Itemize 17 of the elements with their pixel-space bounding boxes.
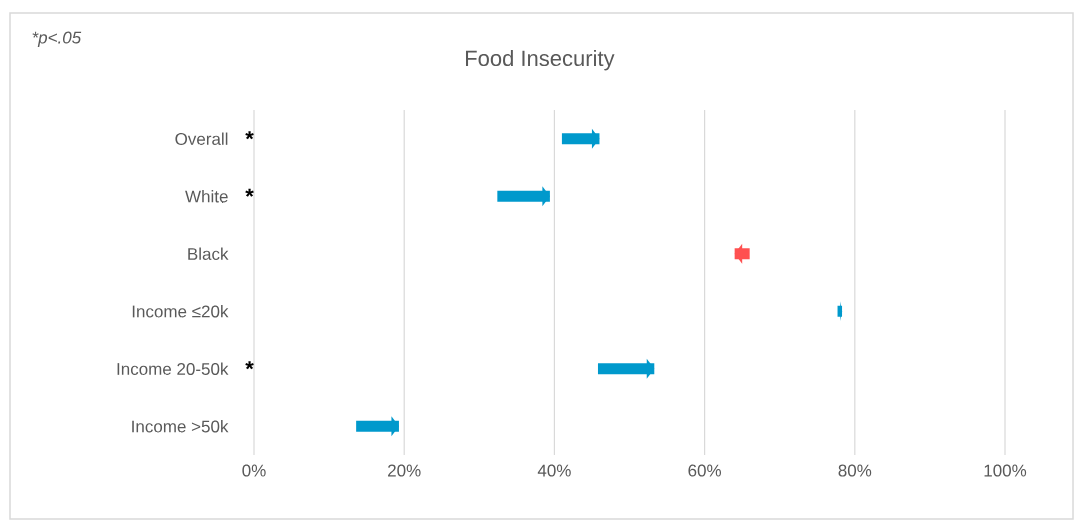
y-tick-label: Income ≤20k — [132, 305, 229, 318]
y-tick-label: Overall — [175, 132, 228, 145]
text: * — [245, 188, 254, 197]
chart-title: Food Insecurity — [465, 49, 615, 71]
text: *p<.05 — [32, 31, 82, 47]
y-tick-label: Income >50k — [132, 420, 229, 433]
y-tick-label: Black — [188, 247, 229, 260]
text: * — [245, 361, 254, 370]
text: * — [245, 131, 254, 140]
y-tick-label: Income 20-50k — [117, 362, 229, 375]
x-tick-label: 100% — [984, 464, 1027, 477]
x-tick-label: 40% — [537, 464, 571, 477]
x-tick-label: 60% — [688, 464, 722, 477]
x-tick-label: 0% — [242, 464, 266, 477]
x-tick-label: 20% — [388, 464, 421, 477]
y-tick-label: White — [185, 190, 228, 203]
x-tick-label: 80% — [838, 464, 872, 477]
